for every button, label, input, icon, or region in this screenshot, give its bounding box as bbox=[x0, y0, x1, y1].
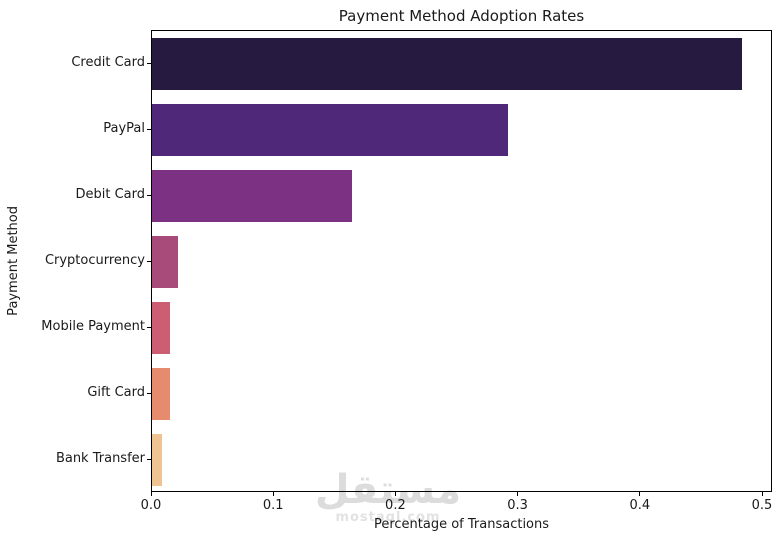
x-tick-mark-0.2 bbox=[394, 492, 396, 496]
x-tick-mark-0.0 bbox=[150, 492, 152, 496]
y-tick-label-bank-transfer: Bank Transfer bbox=[55, 451, 145, 466]
x-axis-label: Percentage of Transactions bbox=[373, 517, 550, 532]
x-tick-label-0.0: 0.0 bbox=[140, 498, 162, 513]
x-tick-label-0.3: 0.3 bbox=[507, 498, 528, 513]
y-tick-label-mobile-payment: Mobile Payment bbox=[41, 319, 145, 334]
bar-bank-transfer bbox=[152, 433, 162, 487]
y-tick-mark-gift-card bbox=[147, 392, 151, 394]
y-tick-mark-bank-transfer bbox=[147, 458, 151, 460]
plot-area bbox=[151, 30, 772, 492]
bar-paypal bbox=[152, 103, 508, 157]
bar-mobile-payment bbox=[152, 301, 171, 355]
bar-debit-card bbox=[152, 169, 353, 223]
y-tick-label-paypal: PayPal bbox=[103, 121, 145, 136]
y-tick-label-credit-card: Credit Card bbox=[71, 55, 145, 70]
y-tick-mark-credit-card bbox=[147, 62, 151, 64]
y-tick-label-gift-card: Gift Card bbox=[87, 385, 145, 400]
y-axis-label-text: Payment Method bbox=[6, 206, 21, 316]
chart-title: Payment Method Adoption Rates bbox=[338, 7, 585, 25]
y-tick-label-debit-card: Debit Card bbox=[75, 187, 145, 202]
x-tick-label-0.2: 0.2 bbox=[385, 498, 406, 513]
y-tick-label-cryptocurrency: Cryptocurrency bbox=[44, 253, 145, 268]
x-tick-mark-0.1 bbox=[272, 492, 274, 496]
x-tick-label-0.5: 0.5 bbox=[751, 498, 773, 513]
y-tick-mark-paypal bbox=[147, 128, 151, 130]
x-tick-mark-0.4 bbox=[639, 492, 641, 496]
x-tick-label-0.1: 0.1 bbox=[262, 498, 284, 513]
y-tick-mark-mobile-payment bbox=[147, 326, 151, 328]
bar-gift-card bbox=[152, 367, 171, 421]
x-tick-mark-0.5 bbox=[761, 492, 763, 496]
y-tick-mark-debit-card bbox=[147, 194, 151, 196]
bar-cryptocurrency bbox=[152, 235, 178, 289]
y-tick-mark-cryptocurrency bbox=[147, 260, 151, 262]
x-tick-mark-0.3 bbox=[517, 492, 519, 496]
x-tick-label-0.4: 0.4 bbox=[629, 498, 651, 513]
y-axis-label: Payment Method bbox=[6, 0, 21, 522]
bar-credit-card bbox=[152, 37, 743, 91]
